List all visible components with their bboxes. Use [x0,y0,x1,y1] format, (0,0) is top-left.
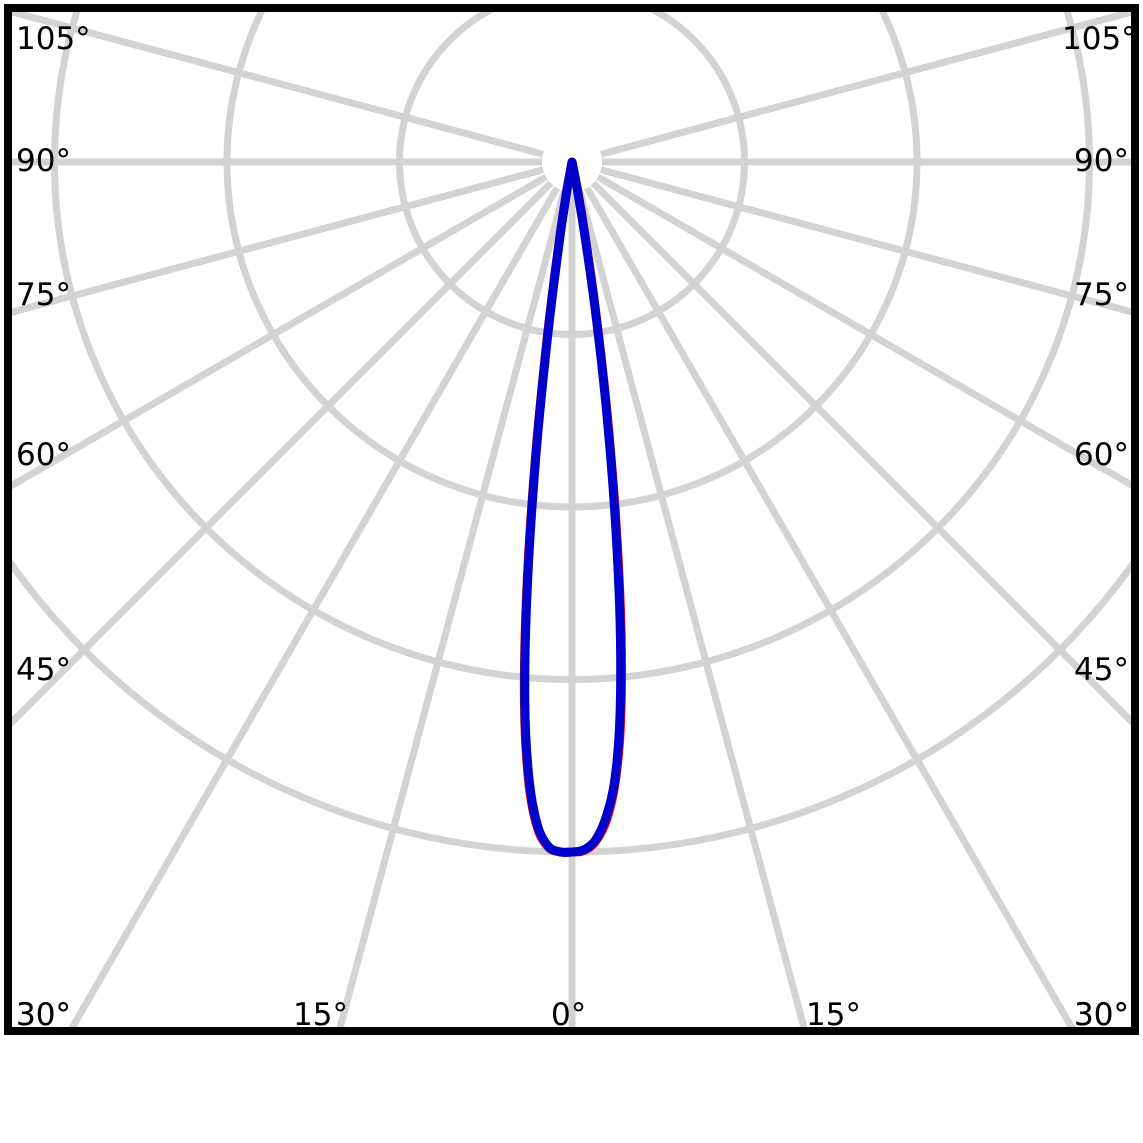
axis-tick-label-left-4: 45° [16,652,71,688]
grid-ray--15 [336,190,568,1027]
grid-ray-45 [590,180,1131,726]
axis-tick-label-left-0: 105° [16,21,91,57]
grid-ray--75 [12,166,544,316]
axis-tick-label-bottom-4: 30° [1074,997,1129,1033]
axis-tick-label-right-0: 105° [1062,21,1137,57]
axis-tick-label-right-1: 90° [1074,143,1129,179]
grid-ray-60 [596,173,1131,489]
axis-tick-label-left-5: 30° [16,997,71,1033]
grid-ray-75 [600,166,1131,316]
grid-ray--60 [12,173,548,490]
axis-tick-label-right-3: 60° [1074,437,1129,473]
grid-ray--30 [68,186,561,1027]
axis-tick-label-bottom-2: 0° [551,997,587,1033]
grid-ray-30 [583,186,1076,1027]
grid-ray--45 [12,180,554,727]
grid-ray-15 [576,190,808,1027]
axis-tick-label-right-2: 75° [1074,277,1129,313]
grid-ray--105 [12,12,544,158]
axis-tick-label-bottom-0: 30° [16,997,71,1033]
grid-ray-105 [600,12,1131,158]
curve-group [519,157,627,857]
axis-tick-label-right-5: 30° [1074,997,1129,1033]
axis-tick-label-bottom-1: 15° [293,997,348,1033]
legend: cd/klm η = 100% C0 - C180 C90 - C270 [0,1038,1143,1143]
axis-tick-label-left-1: 90° [16,143,71,179]
axis-tick-label-right-4: 45° [1074,652,1129,688]
axis-tick-label-left-2: 75° [16,277,71,313]
axis-tick-label-left-3: 60° [16,437,71,473]
axis-tick-label-bottom-3: 15° [806,997,861,1033]
curve-c90-c270 [520,157,626,857]
